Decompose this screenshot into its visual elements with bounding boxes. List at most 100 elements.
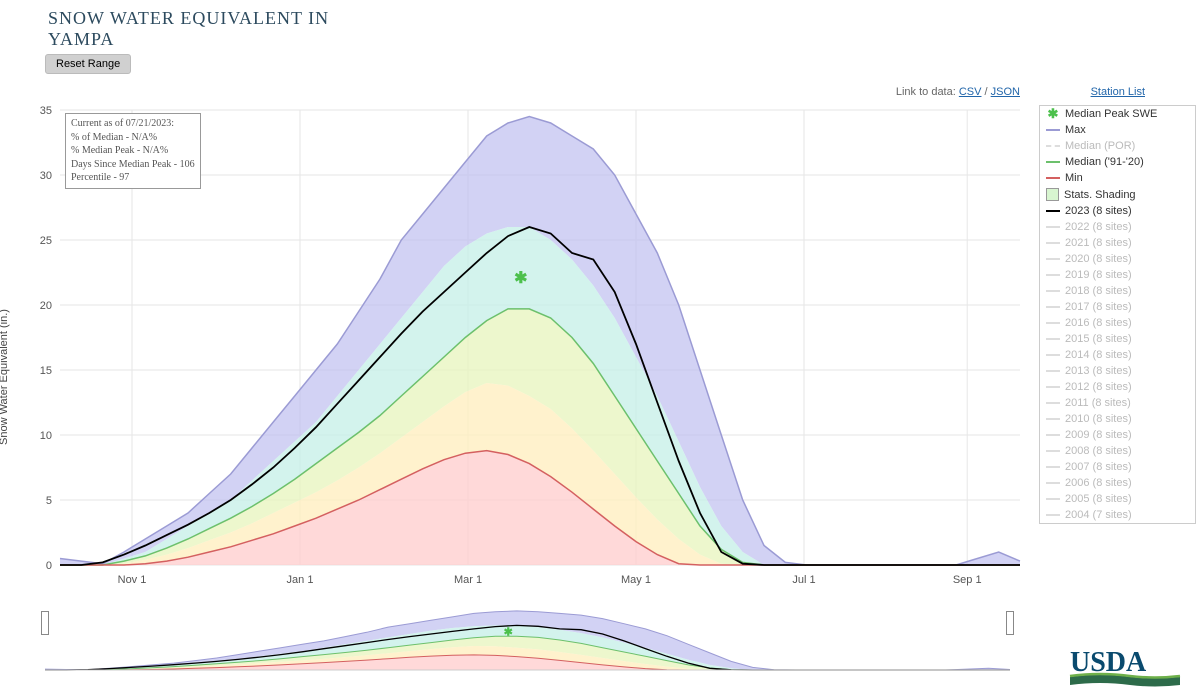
svg-text:Nov 1: Nov 1 [118,574,147,586]
svg-text:Jul 1: Jul 1 [792,574,815,586]
svg-text:5: 5 [46,495,52,507]
link-prefix: Link to data: [896,86,959,98]
info-line: % Median Peak - N/A% [71,144,195,158]
legend-label: 2023 (8 sites) [1065,205,1132,217]
legend-item[interactable]: 2014 (8 sites) [1040,347,1195,363]
json-link[interactable]: JSON [991,86,1020,98]
legend-swatch [1046,210,1060,212]
legend-label: 2012 (8 sites) [1065,381,1132,393]
legend-swatch [1046,129,1060,131]
legend-item[interactable]: Max [1040,122,1195,138]
csv-link[interactable]: CSV [959,86,982,98]
nav-handle-left[interactable] [41,611,49,635]
legend-label: 2009 (8 sites) [1065,429,1132,441]
legend-label: 2017 (8 sites) [1065,301,1132,313]
legend-item[interactable]: 2011 (8 sites) [1040,395,1195,411]
legend-item[interactable]: 2018 (8 sites) [1040,283,1195,299]
legend-item[interactable]: ✱ Median Peak SWE [1040,106,1195,122]
legend: ✱ Median Peak SWE Max Median (POR) Median ('… [1039,105,1196,524]
legend-swatch: ✱ [1046,109,1060,119]
legend-swatch [1046,434,1060,436]
legend-label: 2006 (8 sites) [1065,477,1132,489]
svg-text:0: 0 [46,560,52,572]
legend-item[interactable]: 2006 (8 sites) [1040,475,1195,491]
legend-swatch [1046,418,1060,420]
legend-item[interactable]: 2016 (8 sites) [1040,315,1195,331]
legend-item[interactable]: 2022 (8 sites) [1040,219,1195,235]
info-line: Days Since Median Peak - 106 [71,158,195,172]
legend-swatch [1046,370,1060,372]
svg-text:Mar 1: Mar 1 [454,574,482,586]
legend-label: 2018 (8 sites) [1065,285,1132,297]
page-title: SNOW WATER EQUIVALENT IN YAMPA [0,0,348,54]
legend-item[interactable]: 2005 (8 sites) [1040,491,1195,507]
station-list-link[interactable]: Station List [1091,86,1145,98]
svg-text:15: 15 [40,365,52,377]
main-chart[interactable]: Snow Water Equivalent (in.) 051015202530… [0,105,1030,595]
info-box: Current as of 07/21/2023: % of Median - … [65,113,201,189]
legend-label: Median ('91-'20) [1065,156,1144,168]
info-line: Current as of 07/21/2023: [71,117,195,131]
legend-swatch [1046,386,1060,388]
legend-swatch [1046,450,1060,452]
legend-label: 2011 (8 sites) [1065,397,1131,409]
navigator-chart[interactable]: ✱ [45,605,1010,675]
svg-text:20: 20 [40,300,52,312]
legend-item[interactable]: 2012 (8 sites) [1040,379,1195,395]
legend-item[interactable]: 2020 (8 sites) [1040,251,1195,267]
legend-label: 2015 (8 sites) [1065,333,1132,345]
legend-swatch [1046,274,1060,276]
svg-text:25: 25 [40,235,52,247]
legend-label: 2008 (8 sites) [1065,445,1132,457]
info-line: Percentile - 97 [71,171,195,185]
info-line: % of Median - N/A% [71,131,195,145]
legend-swatch [1046,354,1060,356]
data-links: Link to data: CSV / JSON [896,86,1020,98]
legend-item[interactable]: 2008 (8 sites) [1040,443,1195,459]
legend-label: 2020 (8 sites) [1065,253,1132,265]
legend-swatch [1046,466,1060,468]
legend-swatch [1046,402,1060,404]
legend-label: Median Peak SWE [1065,108,1157,120]
svg-text:30: 30 [40,170,52,182]
svg-text:✱: ✱ [504,626,513,638]
legend-swatch [1046,338,1060,340]
legend-label: 2010 (8 sites) [1065,413,1132,425]
legend-swatch [1046,161,1060,163]
legend-label: 2019 (8 sites) [1065,269,1132,281]
legend-swatch [1046,482,1060,484]
usda-logo: USDA [1060,641,1190,696]
legend-item[interactable]: 2021 (8 sites) [1040,235,1195,251]
legend-item[interactable]: 2007 (8 sites) [1040,459,1195,475]
legend-swatch [1046,306,1060,308]
legend-item[interactable]: 2009 (8 sites) [1040,427,1195,443]
legend-swatch [1046,242,1060,244]
legend-swatch [1046,177,1060,179]
legend-swatch [1046,514,1060,516]
legend-label: 2016 (8 sites) [1065,317,1132,329]
legend-item[interactable]: 2023 (8 sites) [1040,203,1195,219]
legend-label: 2022 (8 sites) [1065,221,1132,233]
legend-item[interactable]: Median ('91-'20) [1040,154,1195,170]
legend-label: Max [1065,124,1086,136]
legend-label: 2021 (8 sites) [1065,237,1132,249]
reset-range-button[interactable]: Reset Range [45,54,131,74]
legend-item[interactable]: Min [1040,170,1195,186]
nav-handle-right[interactable] [1006,611,1014,635]
legend-item[interactable]: 2017 (8 sites) [1040,299,1195,315]
legend-label: 2005 (8 sites) [1065,493,1132,505]
legend-label: 2007 (8 sites) [1065,461,1132,473]
legend-item[interactable]: Stats. Shading [1040,186,1195,203]
legend-swatch [1046,188,1059,201]
svg-text:Jan 1: Jan 1 [287,574,314,586]
legend-label: 2014 (8 sites) [1065,349,1132,361]
legend-item[interactable]: 2013 (8 sites) [1040,363,1195,379]
svg-text:10: 10 [40,430,52,442]
legend-item[interactable]: Median (POR) [1040,138,1195,154]
legend-item[interactable]: 2015 (8 sites) [1040,331,1195,347]
legend-item[interactable]: 2019 (8 sites) [1040,267,1195,283]
legend-item[interactable]: 2004 (7 sites) [1040,507,1195,523]
legend-swatch [1046,226,1060,228]
legend-label: 2013 (8 sites) [1065,365,1132,377]
legend-item[interactable]: 2010 (8 sites) [1040,411,1195,427]
